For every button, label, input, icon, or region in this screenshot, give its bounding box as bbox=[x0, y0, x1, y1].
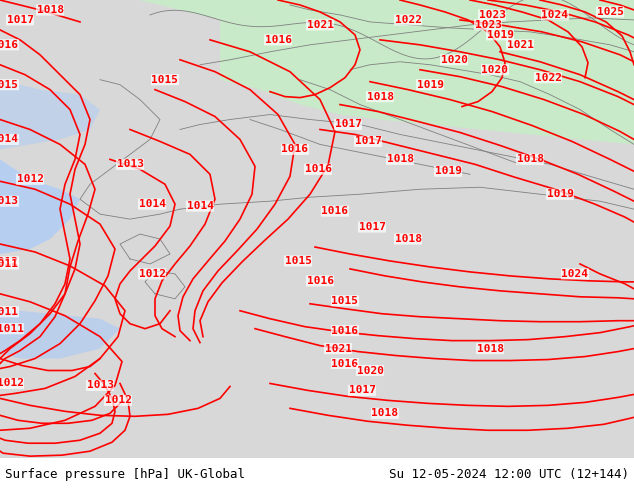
Text: 1012: 1012 bbox=[16, 174, 44, 184]
Text: 1018: 1018 bbox=[477, 343, 503, 354]
Text: 1016: 1016 bbox=[306, 276, 333, 286]
Text: Su 12-05-2024 12:00 UTC (12+144): Su 12-05-2024 12:00 UTC (12+144) bbox=[389, 467, 629, 481]
Text: 1023: 1023 bbox=[474, 20, 501, 30]
Polygon shape bbox=[250, 0, 400, 45]
Polygon shape bbox=[220, 20, 634, 145]
Text: 1020: 1020 bbox=[356, 366, 384, 375]
Text: 1015: 1015 bbox=[285, 256, 311, 266]
Text: 1019: 1019 bbox=[417, 80, 444, 90]
Text: 1022: 1022 bbox=[534, 73, 562, 83]
Text: 1015: 1015 bbox=[0, 80, 18, 90]
Text: 1015: 1015 bbox=[152, 74, 179, 85]
Text: 1016: 1016 bbox=[281, 145, 309, 154]
Text: 1017: 1017 bbox=[349, 386, 375, 395]
Text: 1011: 1011 bbox=[0, 259, 18, 269]
Text: 1016: 1016 bbox=[264, 35, 292, 45]
Text: 1015: 1015 bbox=[332, 296, 358, 306]
Text: 1022: 1022 bbox=[394, 15, 422, 25]
Text: 1012: 1012 bbox=[105, 395, 131, 405]
Text: 1012: 1012 bbox=[0, 378, 23, 389]
Text: 1018: 1018 bbox=[37, 5, 63, 15]
Text: 1025: 1025 bbox=[597, 7, 623, 17]
Text: 1019: 1019 bbox=[434, 166, 462, 176]
Text: 1013: 1013 bbox=[86, 380, 113, 391]
Text: 1014: 1014 bbox=[0, 134, 18, 145]
Text: 1019: 1019 bbox=[486, 30, 514, 40]
Text: 1021: 1021 bbox=[325, 343, 351, 354]
Text: 1024: 1024 bbox=[562, 269, 588, 279]
Text: 1016: 1016 bbox=[321, 206, 349, 216]
Text: 1021: 1021 bbox=[507, 40, 533, 50]
Text: 1023: 1023 bbox=[479, 10, 505, 20]
Text: 1021: 1021 bbox=[306, 20, 333, 30]
Polygon shape bbox=[340, 0, 634, 50]
Text: 1014: 1014 bbox=[186, 201, 214, 211]
Text: 1017: 1017 bbox=[335, 120, 361, 129]
Text: 1020: 1020 bbox=[441, 55, 467, 65]
Text: 1013: 1013 bbox=[0, 196, 18, 206]
Text: 1016: 1016 bbox=[0, 40, 18, 50]
Text: 1020: 1020 bbox=[481, 65, 508, 74]
Text: 1016: 1016 bbox=[332, 359, 358, 368]
Text: 1018: 1018 bbox=[387, 154, 413, 164]
Text: 1018: 1018 bbox=[394, 234, 422, 244]
Text: 1016: 1016 bbox=[304, 164, 332, 174]
Text: 1012: 1012 bbox=[138, 269, 165, 279]
Text: 1018: 1018 bbox=[517, 154, 543, 164]
Text: 1018: 1018 bbox=[366, 92, 394, 101]
Text: 1012: 1012 bbox=[0, 257, 18, 267]
Text: Surface pressure [hPa] UK-Global: Surface pressure [hPa] UK-Global bbox=[5, 467, 245, 481]
Polygon shape bbox=[0, 80, 100, 149]
Text: 1011: 1011 bbox=[0, 324, 23, 334]
Text: 1013: 1013 bbox=[117, 159, 143, 170]
Text: 1017: 1017 bbox=[354, 136, 382, 147]
Text: 1014: 1014 bbox=[138, 199, 165, 209]
Text: 1016: 1016 bbox=[332, 326, 358, 336]
Text: 1017: 1017 bbox=[6, 15, 34, 25]
Polygon shape bbox=[0, 309, 120, 359]
Text: 1017: 1017 bbox=[358, 222, 385, 232]
Text: 1019: 1019 bbox=[547, 189, 574, 199]
Polygon shape bbox=[140, 0, 634, 99]
Polygon shape bbox=[0, 159, 80, 254]
Text: 1018: 1018 bbox=[372, 408, 399, 418]
Text: 1024: 1024 bbox=[541, 10, 569, 20]
Text: 1011: 1011 bbox=[0, 307, 18, 317]
